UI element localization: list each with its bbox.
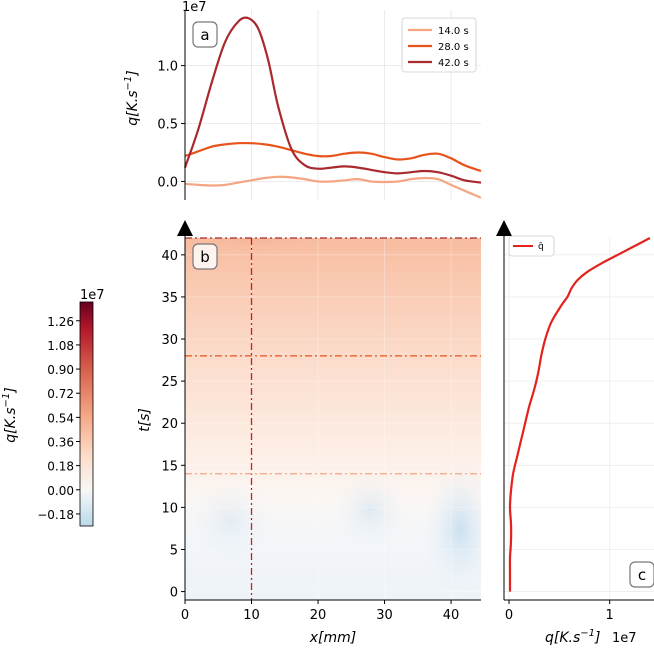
panel-c-mean-line [508,237,651,592]
panel-a-y-tick-label: 0.0 [157,175,178,190]
panel-c-label: c [638,566,646,584]
panel-b-y-tick-label: 15 [161,459,178,474]
colorbar-tick-label: 0.54 [47,411,74,425]
series-line-28-0-s [184,141,482,173]
panel-b-y-tick-label: 25 [161,375,178,390]
series-line-14-0-s [184,175,482,199]
colorbar-tick-label: 0.36 [47,435,74,449]
panel-c-label-box [629,561,654,588]
colorbar-tick-label: 0.90 [47,363,74,377]
panel-b-label-box [192,243,218,270]
panel-b-x-tick-label: 40 [443,608,460,623]
panel-b-y-label: t[s] [137,408,153,432]
panel-b-y-tick-label: 35 [161,291,178,306]
panel-c-x-label: q[K.s−1] [545,628,601,646]
panel-a-label: a [200,26,209,44]
panel-b-x-tick-label: 10 [243,608,260,623]
panel-c-grid [504,238,654,600]
panel-a-y-tick-label: 0.5 [157,118,178,133]
panel-a: 0.0 0.5 1.0 1e7 q[K.s−1] a 14.0 s 28.0 s 42.… [123,0,482,200]
panel-a-offset-label: 1e7 [182,0,207,15]
panel-b-y-tick-label: 10 [161,501,178,516]
panel-b-reference-lines [185,237,481,600]
colorbar-tick-label: 0.72 [47,387,74,401]
panel-c-legend-text: q̄ [538,242,544,252]
colorbar-offset-label: 1e7 [80,288,105,303]
panel-b-y-tick-label: 40 [161,249,178,264]
panel-b-x-tick-label: 20 [310,608,327,623]
panel-c-legend: q̄ [508,235,555,257]
panel-b-y-tick-label: 20 [161,417,178,432]
legend-label: 28.0 s [438,42,469,53]
panel-b-y-ticks: 0 5 10 15 20 25 30 35 40 [161,249,185,601]
colorbar: 1.26 1.08 0.90 0.72 0.54 0.36 0.18 0.00 −0.18 1e… [1,288,105,527]
colorbar-tick-label: −0.18 [37,508,74,522]
panel-b: 0 10 20 30 40 0 5 10 15 20 25 30 35 40 x[mm] t[s] b [137,220,481,646]
panel-a-y-label: q[K.s−1] [123,70,141,126]
colorbar-tick-label: 0.00 [47,484,74,498]
panel-a-label-box [192,21,218,48]
heatmap-cool-region [422,460,481,600]
panel-b-y-tick-label: 30 [161,333,178,348]
panel-c-axis-arrow-icon [496,220,512,236]
panel-c-offset-label: 1e7 [612,631,637,646]
panel-a-y-tick-label: 1.0 [157,60,178,75]
panel-b-x-ticks: 0 10 20 30 40 [181,600,459,623]
legend-label: 14.0 s [438,26,469,37]
panel-b-y-tick-label: 5 [170,543,178,558]
panel-c-x-tick-label: 0 [505,608,513,623]
panel-b-x-tick-label: 0 [181,608,189,623]
colorbar-ticks: 1.26 1.08 0.90 0.72 0.54 0.36 0.18 0.00 −0.18 [37,315,80,522]
colorbar-tick-label: 0.18 [47,460,74,474]
panel-a-legend: 14.0 s 28.0 s 42.0 s [401,17,477,73]
panel-a-curves [183,16,482,199]
colorbar-label: q[K.s−1] [1,387,19,443]
heatmap-field [185,238,481,600]
panel-b-x-label: x[mm] [309,630,356,646]
panel-a-y-ticks: 0.0 0.5 1.0 [157,60,185,190]
legend-label: 42.0 s [438,58,469,69]
panel-b-label: b [200,248,210,266]
panel-b-axis-arrow-icon [177,220,193,236]
colorbar-gradient [79,301,94,527]
series-line-42-0-s [183,16,482,184]
heatmap-peak [185,238,333,308]
panel-c-curve [508,237,651,592]
colorbar-tick-label: 1.26 [47,315,74,329]
colorbar-tick-label: 1.08 [47,339,74,353]
panel-b-x-tick-label: 30 [376,608,393,623]
panel-b-y-tick-label: 0 [170,586,178,601]
panel-c-x-tick-label: 1 [606,608,614,623]
